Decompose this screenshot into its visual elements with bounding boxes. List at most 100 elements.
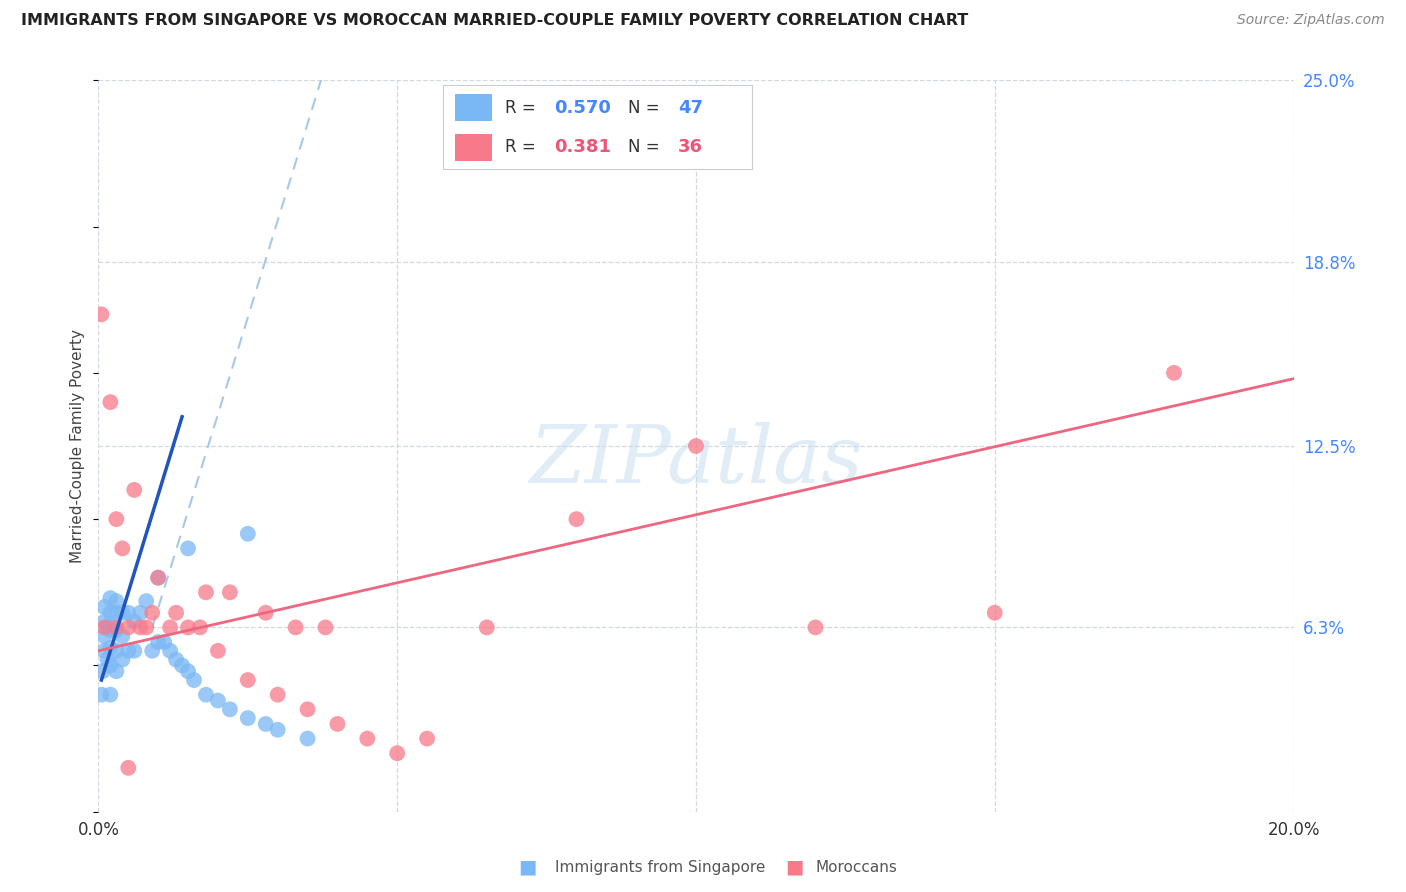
Point	[117, 761, 139, 775]
Point	[117, 644, 139, 658]
Point	[177, 541, 200, 556]
Text: ■: ■	[785, 857, 804, 877]
Point	[236, 673, 259, 687]
Point	[93, 599, 115, 614]
Point	[183, 673, 205, 687]
Point	[984, 606, 1007, 620]
Point	[565, 512, 588, 526]
Point	[105, 665, 128, 679]
Point	[100, 640, 122, 655]
Point	[90, 307, 112, 321]
Point	[297, 702, 319, 716]
Text: N =: N =	[628, 138, 665, 156]
Point	[96, 652, 118, 666]
Point	[159, 620, 181, 634]
Point	[188, 620, 211, 634]
Point	[148, 571, 170, 585]
Point	[356, 731, 378, 746]
Point	[148, 571, 170, 585]
Point	[96, 620, 118, 634]
Point	[207, 693, 229, 707]
Point	[135, 620, 157, 634]
Point	[129, 620, 152, 634]
Text: 0.381: 0.381	[554, 138, 612, 156]
Point	[90, 688, 112, 702]
Point	[236, 711, 259, 725]
Point	[177, 665, 200, 679]
Point	[284, 620, 307, 634]
Point	[165, 652, 187, 666]
Point	[804, 620, 827, 634]
Point	[117, 620, 139, 634]
Point	[475, 620, 498, 634]
Point	[93, 620, 115, 634]
Point	[105, 512, 128, 526]
Point	[326, 717, 349, 731]
Point	[297, 731, 319, 746]
Text: Source: ZipAtlas.com: Source: ZipAtlas.com	[1237, 13, 1385, 28]
Point	[315, 620, 337, 634]
Point	[105, 606, 128, 620]
Point	[267, 688, 290, 702]
Point	[93, 615, 115, 629]
Point	[685, 439, 707, 453]
Point	[254, 606, 277, 620]
Point	[100, 395, 122, 409]
Point	[103, 620, 125, 634]
Point	[124, 644, 146, 658]
Point	[172, 658, 194, 673]
Point	[129, 606, 152, 620]
Bar	[456, 134, 492, 161]
Point	[254, 717, 277, 731]
Text: 36: 36	[678, 138, 703, 156]
Text: 0.570: 0.570	[554, 99, 612, 117]
Point	[159, 644, 181, 658]
Text: R =: R =	[505, 99, 541, 117]
Y-axis label: Married-Couple Family Poverty: Married-Couple Family Poverty	[70, 329, 86, 563]
Point	[148, 635, 170, 649]
Text: 47: 47	[678, 99, 703, 117]
Point	[165, 606, 187, 620]
Point	[124, 483, 146, 497]
Point	[219, 585, 242, 599]
Point	[105, 644, 128, 658]
Text: IMMIGRANTS FROM SINGAPORE VS MOROCCAN MARRIED-COUPLE FAMILY POVERTY CORRELATION : IMMIGRANTS FROM SINGAPORE VS MOROCCAN MA…	[21, 13, 969, 29]
Point	[153, 635, 176, 649]
Text: Immigrants from Singapore: Immigrants from Singapore	[555, 860, 766, 874]
Text: ZIPatlas: ZIPatlas	[529, 422, 863, 500]
Point	[141, 644, 163, 658]
Text: ■: ■	[517, 857, 537, 877]
Point	[105, 620, 128, 634]
Point	[416, 731, 439, 746]
Text: Moroccans: Moroccans	[815, 860, 897, 874]
Point	[105, 594, 128, 608]
Point	[207, 644, 229, 658]
Point	[177, 620, 200, 634]
Text: N =: N =	[628, 99, 665, 117]
Point	[93, 629, 115, 643]
Point	[111, 541, 134, 556]
Point	[385, 746, 409, 760]
Point	[195, 688, 218, 702]
Point	[1163, 366, 1185, 380]
Point	[124, 615, 146, 629]
Bar	[456, 94, 492, 121]
Point	[100, 688, 122, 702]
Point	[135, 594, 157, 608]
Point	[111, 652, 134, 666]
Point	[141, 606, 163, 620]
Point	[236, 526, 259, 541]
Point	[105, 624, 128, 638]
Point	[91, 665, 114, 679]
Point	[100, 658, 122, 673]
Point	[111, 629, 134, 643]
Point	[100, 606, 122, 620]
Point	[219, 702, 242, 716]
Point	[111, 606, 134, 620]
Text: R =: R =	[505, 138, 541, 156]
Point	[100, 624, 122, 638]
Point	[195, 585, 218, 599]
Point	[100, 591, 122, 606]
Point	[267, 723, 290, 737]
Point	[93, 644, 115, 658]
